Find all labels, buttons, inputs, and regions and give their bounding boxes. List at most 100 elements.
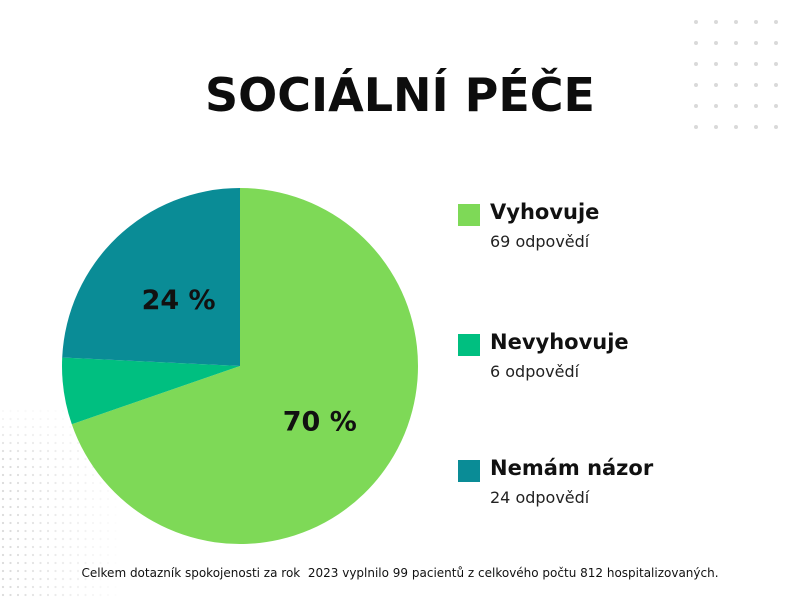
decorative-dot bbox=[114, 497, 117, 501]
decorative-dot bbox=[91, 505, 95, 509]
decorative-dot bbox=[46, 553, 50, 557]
decorative-dot bbox=[1, 521, 5, 525]
decorative-dot bbox=[61, 513, 65, 517]
decorative-dot bbox=[16, 561, 20, 565]
decorative-dot bbox=[99, 513, 102, 517]
decorative-dot bbox=[46, 537, 50, 541]
decorative-dot bbox=[91, 521, 95, 525]
decorative-dot bbox=[39, 433, 42, 437]
decorative-dot bbox=[69, 457, 72, 461]
decorative-dot bbox=[39, 545, 42, 549]
decorative-dot bbox=[31, 425, 35, 429]
decorative-dot bbox=[31, 553, 35, 557]
decorative-dot bbox=[31, 585, 35, 589]
decorative-dot bbox=[84, 497, 87, 501]
decorative-dot bbox=[76, 513, 80, 517]
decorative-dot bbox=[694, 125, 698, 129]
decorative-dot bbox=[9, 521, 12, 525]
decorative-dot bbox=[46, 465, 50, 469]
decorative-dot bbox=[39, 585, 42, 589]
decorative-dot bbox=[16, 417, 20, 421]
decorative-dot bbox=[734, 83, 738, 87]
decorative-dot bbox=[9, 529, 12, 533]
decorative-dot bbox=[39, 521, 42, 525]
decorative-dot bbox=[39, 561, 42, 565]
pie-slice-nemam-nazor bbox=[62, 188, 240, 366]
decorative-dot bbox=[46, 473, 50, 477]
decorative-dot bbox=[114, 505, 117, 509]
decorative-dot bbox=[76, 545, 80, 549]
decorative-dot bbox=[114, 537, 117, 541]
decorative-dot bbox=[76, 521, 80, 525]
decorative-dot bbox=[16, 521, 20, 525]
decorative-dot bbox=[91, 489, 95, 493]
legend-item-vyhovuje: Vyhovuje 69 odpovědí bbox=[458, 200, 778, 260]
decorative-dot bbox=[69, 465, 72, 469]
decorative-dot bbox=[31, 481, 35, 485]
decorative-dot bbox=[91, 513, 95, 517]
decorative-dot bbox=[61, 577, 65, 581]
decorative-dot bbox=[106, 561, 110, 565]
decorative-dot bbox=[99, 505, 102, 509]
decorative-dot bbox=[76, 441, 80, 445]
decorative-dot bbox=[54, 537, 57, 541]
decorative-dot bbox=[61, 561, 65, 565]
decorative-dot bbox=[76, 489, 80, 493]
decorative-dot bbox=[39, 457, 42, 461]
decorative-dot bbox=[99, 593, 102, 597]
decorative-dot bbox=[16, 465, 20, 469]
decorative-dot bbox=[61, 529, 65, 533]
decorative-dot bbox=[16, 473, 20, 477]
decorative-dot bbox=[54, 497, 57, 501]
decorative-dot bbox=[24, 529, 27, 533]
decorative-dot bbox=[16, 489, 20, 493]
decorative-dot bbox=[24, 433, 27, 437]
decorative-dot bbox=[61, 537, 65, 541]
decorative-dot bbox=[46, 489, 50, 493]
legend-label-vyhovuje: Vyhovuje bbox=[490, 200, 600, 224]
decorative-dot bbox=[54, 569, 57, 573]
decorative-dot bbox=[61, 553, 65, 557]
decorative-dot bbox=[1, 441, 5, 445]
decorative-dot bbox=[61, 425, 65, 429]
decorative-dot bbox=[24, 569, 27, 573]
decorative-dot bbox=[54, 433, 57, 437]
decorative-dot bbox=[61, 417, 65, 421]
decorative-dot bbox=[54, 521, 57, 525]
decorative-dot bbox=[76, 577, 80, 581]
decorative-dot bbox=[24, 585, 27, 589]
decorative-dot bbox=[31, 569, 35, 573]
decorative-dot bbox=[84, 561, 87, 565]
decorative-dot bbox=[1, 489, 5, 493]
decorative-dot bbox=[69, 473, 72, 477]
decorative-dot bbox=[46, 433, 50, 437]
decorative-dot bbox=[24, 505, 27, 509]
decorative-dot bbox=[31, 537, 35, 541]
decorative-dot bbox=[54, 449, 57, 453]
decorative-dot bbox=[46, 561, 50, 565]
decorative-dot bbox=[106, 529, 110, 533]
decorative-dot bbox=[754, 20, 758, 24]
decorative-dot bbox=[24, 513, 27, 517]
decorative-dot bbox=[694, 41, 698, 45]
decorative-dot bbox=[714, 41, 718, 45]
decorative-dot bbox=[69, 449, 72, 453]
pie-slice-vyhovuje bbox=[71, 188, 419, 544]
decorative-dot bbox=[24, 417, 27, 421]
decorative-dot bbox=[16, 593, 20, 597]
decorative-dot bbox=[24, 481, 27, 485]
decorative-dot bbox=[9, 425, 12, 429]
decorative-dot bbox=[1, 457, 5, 461]
decorative-dot bbox=[16, 529, 20, 533]
decorative-dot bbox=[694, 62, 698, 66]
decorative-dot bbox=[46, 585, 50, 589]
decorative-dot bbox=[1, 545, 5, 549]
decorative-dot bbox=[61, 473, 65, 477]
decorative-dot bbox=[91, 577, 95, 581]
decorative-dot bbox=[1, 409, 5, 413]
decorative-dot bbox=[754, 125, 758, 129]
legend-swatch-nemam-nazor bbox=[458, 460, 480, 482]
decorative-dot bbox=[76, 497, 80, 501]
decorative-dot bbox=[1, 417, 5, 421]
decorative-dot bbox=[16, 433, 20, 437]
